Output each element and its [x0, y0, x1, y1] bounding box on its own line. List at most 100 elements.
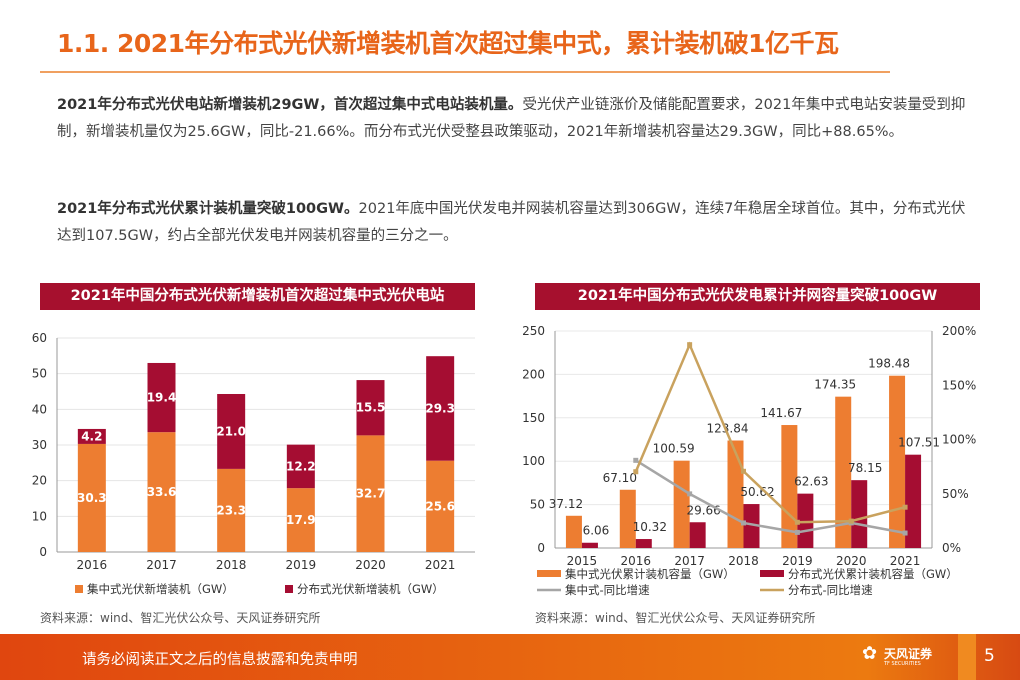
bar-distributed [77, 428, 106, 444]
logo-flower-icon: ✿ [862, 643, 878, 664]
legend-label: 分布式-同比增速 [788, 583, 873, 597]
line-point [687, 491, 693, 497]
data-label: 15.5 [356, 401, 386, 415]
bar-centralized [889, 375, 906, 548]
legend-label: 集中式光伏累计装机容量（GW） [565, 567, 735, 581]
line-point [741, 520, 746, 526]
x-tick-label: 2018 [216, 558, 247, 572]
bar-distributed [286, 444, 315, 489]
bar-distributed [217, 393, 246, 469]
data-label: 37.12 [549, 497, 583, 511]
x-tick-label: 2021 [425, 558, 456, 572]
data-label: 62.63 [794, 475, 828, 489]
paragraph-1-body: 受光伏产业链涨价及储能配置要求，2021年集中式电站安装量受到抑制，新增装机量仅… [57, 97, 966, 140]
paragraph-2-body: 2021年底中国光伏发电并网装机容量达到306GW，连续7年稳居全球首位。其中，… [57, 201, 966, 244]
bar-centralized [147, 432, 176, 552]
data-label: 10.32 [633, 520, 667, 534]
bar-distributed [426, 356, 455, 461]
line-point [902, 530, 908, 536]
legend-label: 集中式光伏新增装机（GW） [87, 582, 234, 596]
y-tick-label: 0 [39, 545, 47, 559]
paragraph-2: 2021年分布式光伏累计装机量突破100GW。2021年底中国光伏发电并网装机容… [57, 196, 977, 250]
page-number-accent [958, 634, 976, 680]
page-number: 5 [984, 646, 995, 666]
bar-distributed [356, 380, 385, 436]
x-tick-label: 2021 [890, 554, 921, 568]
data-label: 174.35 [814, 378, 856, 392]
paragraph-1-lead: 2021年分布式光伏电站新增装机29GW，首次超过集中式电站装机量。 [57, 97, 523, 113]
bar-centralized [356, 435, 385, 552]
x-tick-label: 2019 [286, 558, 317, 572]
footer: 请务必阅读正文之后的信息披露和免责申明 ✿ 天风证券 TF SECURITIES… [0, 634, 1020, 680]
y-tick-label: 0 [537, 541, 545, 555]
data-label: 198.48 [868, 357, 910, 371]
bar-centralized [77, 443, 106, 552]
y-tick-label: 100 [522, 454, 545, 468]
y-tick-label: 20 [32, 474, 47, 488]
title-divider [40, 71, 890, 73]
y-tick-label: 10 [32, 509, 47, 523]
line-point [633, 469, 639, 475]
x-tick-label: 2015 [567, 554, 598, 568]
data-label: 29.66 [686, 503, 720, 517]
data-label: 4.2 [81, 429, 102, 443]
data-label: 141.67 [760, 406, 802, 420]
legend-swatch [285, 585, 293, 593]
y-tick-label: 60 [32, 331, 47, 345]
x-tick-label: 2016 [621, 554, 652, 568]
line-distributed-growth [634, 341, 906, 524]
line-point [633, 457, 639, 463]
data-label: 29.3 [425, 401, 455, 415]
chart-1-source: 资料来源：wind、智汇光伏公众号、天风证券研究所 [40, 611, 321, 625]
data-label: 100.59 [653, 442, 695, 456]
bar-distributed [689, 522, 706, 548]
chart-2-header: 2021年中国分布式光伏发电累计并网容量突破100GW [535, 283, 980, 310]
bar-distributed [743, 504, 760, 548]
logo-name: 天风证券 [884, 647, 933, 661]
chart-2-source: 资料来源：wind、智汇光伏公众号、天风证券研究所 [535, 611, 816, 625]
paragraph-1: 2021年分布式光伏电站新增装机29GW，首次超过集中式电站装机量。受光伏产业链… [57, 92, 977, 146]
data-label: 33.6 [147, 485, 177, 499]
legend-swatch [760, 570, 784, 577]
data-label: 107.51 [898, 436, 940, 450]
legend-swatch [75, 585, 83, 593]
data-label: 19.4 [147, 391, 177, 405]
bar-distributed [147, 362, 176, 433]
page-title: 1.1. 2021年分布式光伏新增装机首次超过集中式，累计装机破1亿千瓦 [57, 29, 839, 58]
bar-centralized [835, 396, 852, 548]
y-tick-label: 200 [522, 367, 545, 381]
y-tick-label: 150 [522, 411, 545, 425]
y2-tick-label: 100% [942, 433, 976, 447]
y-tick-label: 40 [32, 402, 47, 416]
y-tick-label: 30 [32, 438, 47, 452]
bar-centralized [217, 468, 246, 552]
y2-tick-label: 50% [942, 487, 969, 501]
bar-distributed [635, 539, 652, 548]
y2-tick-label: 0% [942, 541, 961, 555]
chart-1-header: 2021年中国分布式光伏新增装机首次超过集中式光伏电站 [40, 283, 475, 310]
data-label: 67.10 [603, 471, 637, 485]
bar-distributed [905, 454, 922, 548]
y2-tick-label: 200% [942, 324, 976, 338]
bar-distributed [851, 480, 868, 548]
legend-label: 分布式光伏新增装机（GW） [297, 582, 444, 596]
bar-centralized [286, 488, 315, 552]
y-tick-label: 50 [32, 367, 47, 381]
data-label: 123.84 [707, 422, 749, 436]
line-point [794, 529, 800, 535]
data-label: 6.06 [583, 524, 610, 538]
y-tick-label: 50 [530, 498, 545, 512]
logo-sub: TF SECURITIES [884, 661, 921, 667]
line-point [741, 468, 746, 474]
data-label: 30.3 [77, 491, 107, 505]
line-point [902, 504, 908, 510]
legend-label: 分布式光伏累计装机容量（GW） [788, 567, 958, 581]
data-label: 17.9 [286, 513, 316, 527]
bar-centralized [619, 489, 636, 548]
y-tick-label: 250 [522, 324, 545, 338]
x-tick-label: 2020 [836, 554, 867, 568]
y2-tick-label: 150% [942, 378, 976, 392]
bar-centralized [565, 515, 582, 548]
bar-centralized [426, 460, 455, 552]
data-label: 50.62 [740, 485, 774, 499]
